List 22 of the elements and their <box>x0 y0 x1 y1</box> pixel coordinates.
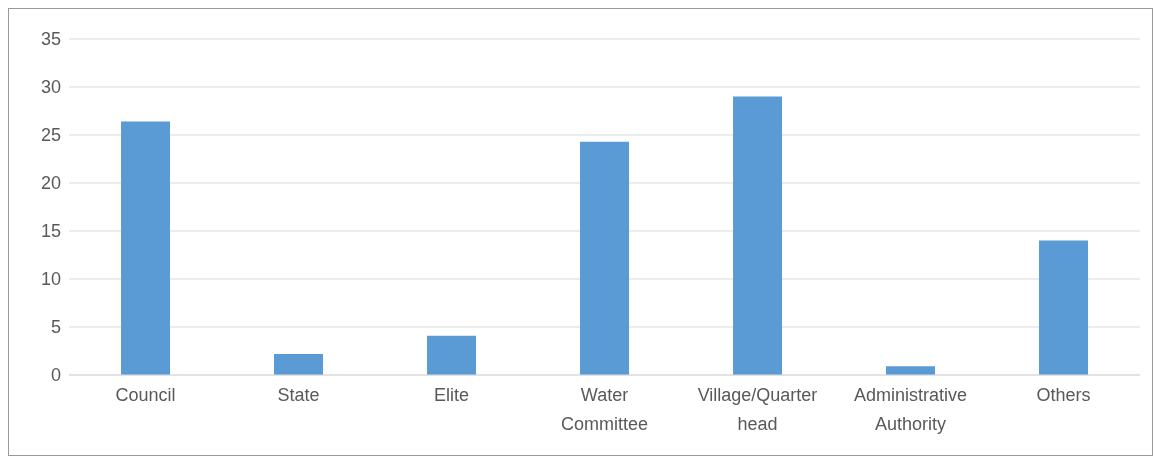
bar <box>886 366 936 375</box>
bar <box>121 121 171 375</box>
y-tick-label: 10 <box>40 269 61 290</box>
y-tick-label: 15 <box>40 221 61 242</box>
x-tick-label: Elite <box>433 385 470 405</box>
bar <box>580 141 630 375</box>
x-tick-label: Water Committee <box>560 385 649 434</box>
x-tick-label: Administrative Authority <box>853 385 968 434</box>
x-tick-label: Council <box>115 385 176 405</box>
bar <box>427 335 477 375</box>
x-tick-label: Others <box>1036 385 1091 405</box>
bar <box>733 96 783 375</box>
y-tick-label: 25 <box>40 125 61 146</box>
bar <box>274 353 324 375</box>
x-tick-label: Village/Quarter head <box>697 385 818 434</box>
y-tick-label: 5 <box>50 317 61 338</box>
y-tick-label: 30 <box>40 77 61 98</box>
y-tick-label: 20 <box>40 173 61 194</box>
bar <box>1039 240 1089 375</box>
y-tick-label: 0 <box>50 365 61 386</box>
x-tick-label: State <box>277 385 320 405</box>
y-tick-label: 35 <box>40 29 61 50</box>
